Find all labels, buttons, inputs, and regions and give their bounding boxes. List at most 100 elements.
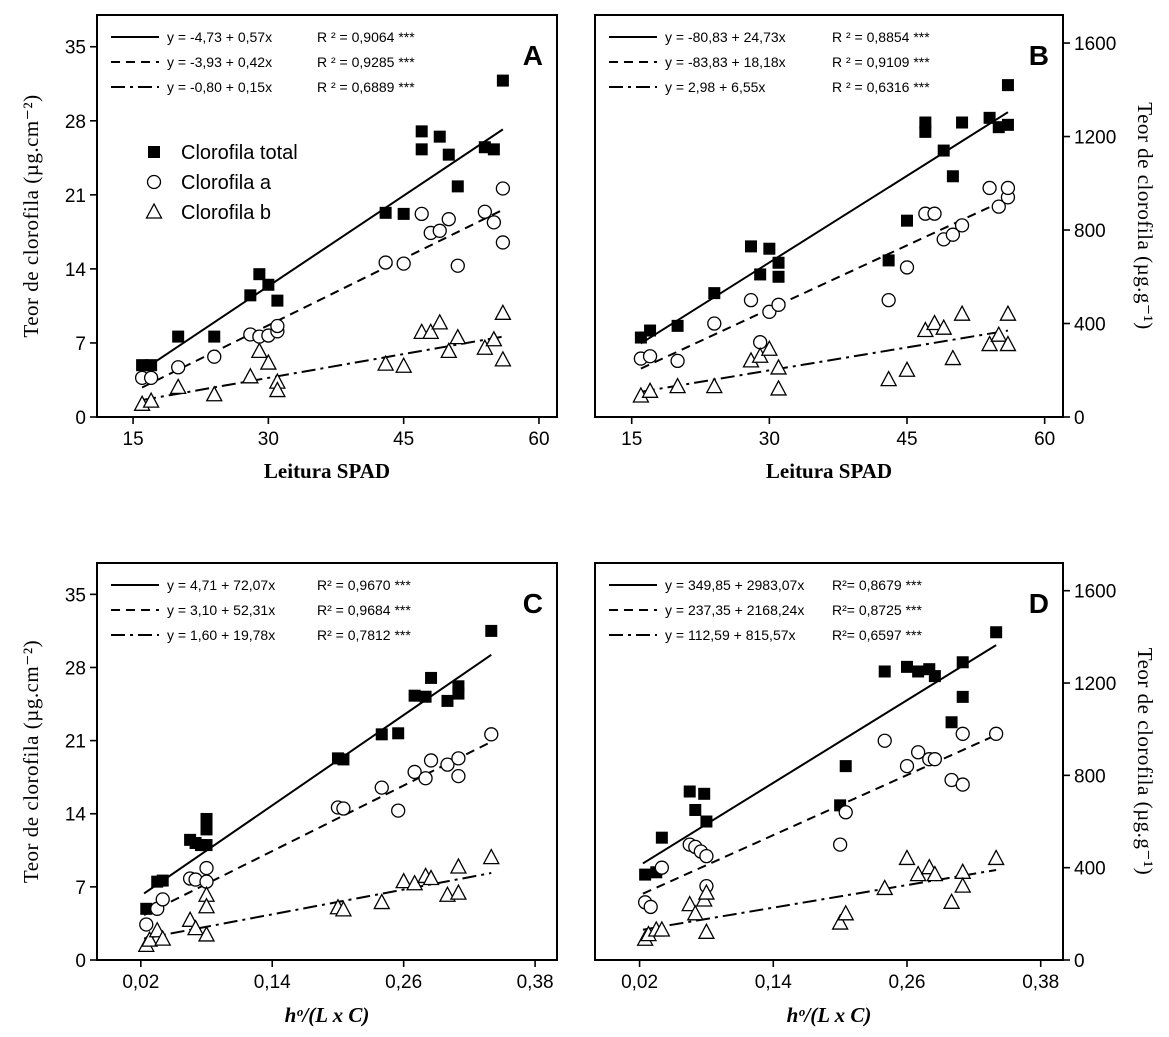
point-total-square — [425, 671, 438, 684]
point-total-square — [478, 141, 491, 154]
point-b-triangle — [250, 342, 268, 359]
regression-equation: y = 2,98 + 6,55x — [665, 79, 765, 95]
point-b-triangle — [769, 358, 788, 375]
regression-equation: y = 1,60 + 19,78x — [167, 627, 275, 643]
point-total-square — [992, 121, 1005, 134]
point-b-triangle — [686, 904, 704, 921]
point-b-triangle — [669, 377, 687, 394]
point-total-square — [200, 839, 213, 852]
regression-equation: y = 3,10 + 52,31x — [167, 602, 275, 618]
y-tick-label: 400 — [1074, 315, 1106, 336]
regression-equation: y = 237,35 + 2168,24x — [665, 602, 804, 618]
point-a-circle — [139, 917, 154, 932]
point-b-triangle — [449, 857, 468, 874]
r-squared-label: R² = 0,9684 *** — [317, 602, 411, 618]
regression-line — [143, 653, 492, 895]
point-b-triangle — [898, 360, 916, 377]
point-total-square — [639, 868, 652, 881]
point-b-triangle — [653, 920, 671, 937]
y-tick-label: 35 — [65, 38, 86, 59]
y-tick-label: 21 — [65, 186, 86, 207]
point-b-triangle — [142, 391, 160, 408]
point-b-triangle — [449, 883, 468, 900]
point-b-triangle — [440, 342, 458, 359]
r-squared-label: R ² = 0,9109 *** — [832, 54, 930, 70]
regression-equation: y = -4,73 + 0,57x — [167, 29, 272, 45]
point-a-circle — [418, 771, 433, 786]
plot-frame — [594, 14, 1064, 418]
point-total-square — [644, 324, 657, 337]
point-b-triangle — [990, 325, 1008, 342]
point-a-circle — [743, 292, 759, 308]
point-b-triangle — [197, 925, 216, 942]
point-a-circle — [441, 212, 456, 227]
y-axis-title: Teor de clorofila (µg.cm⁻²) — [19, 640, 43, 883]
x-tick-label: 45 — [393, 429, 414, 450]
point-total-square — [140, 902, 153, 915]
point-b-triangle — [449, 328, 467, 345]
legend-label: Clorofila total — [181, 142, 298, 164]
regression-line — [642, 869, 997, 931]
point-total-square — [937, 144, 950, 157]
point-b-triangle — [926, 865, 944, 882]
point-b-triangle — [186, 919, 205, 936]
panel-letter: C — [523, 588, 543, 619]
x-tick-label: 15 — [123, 429, 144, 450]
point-b-triangle — [395, 356, 413, 373]
point-b-triangle — [681, 895, 699, 912]
x-tick-label: 45 — [896, 429, 917, 450]
point-b-triangle — [954, 862, 972, 879]
point-a-circle — [414, 206, 429, 222]
point-total-square — [708, 287, 721, 300]
point-a-circle — [495, 181, 511, 196]
point-b-triangle — [485, 330, 503, 347]
point-b-triangle — [422, 322, 440, 340]
point-b-triangle — [169, 378, 187, 395]
point-total-square — [244, 289, 257, 302]
x-tick-label: 0,26 — [385, 972, 422, 993]
point-a-circle — [143, 370, 159, 386]
plot-frame — [594, 562, 1064, 961]
point-b-triangle — [373, 893, 391, 910]
point-total-square — [990, 626, 1003, 639]
y-tick-label: 1600 — [1074, 582, 1116, 603]
point-total-square — [754, 268, 767, 281]
legend-circle-marker — [146, 174, 162, 190]
panel-letter: D — [1029, 588, 1049, 619]
point-total-square — [442, 148, 455, 161]
point-total-square — [172, 330, 185, 343]
point-a-circle — [771, 297, 786, 312]
x-tick-label: 0,14 — [254, 972, 291, 993]
point-total-square — [392, 727, 405, 740]
regression-equation: y = 112,59 + 815,57x — [665, 627, 796, 643]
y-tick-label: 800 — [1074, 221, 1106, 242]
plot-frame — [96, 562, 558, 961]
point-a-circle — [484, 727, 499, 742]
point-b-triangle — [876, 879, 894, 896]
y-axis-title: Teor de clorofila (µg.g⁻¹) — [1133, 648, 1157, 876]
point-a-circle — [753, 335, 768, 350]
point-b-triangle — [697, 922, 716, 939]
point-b-triangle — [482, 848, 500, 865]
point-total-square — [200, 812, 213, 825]
point-a-circle — [155, 892, 170, 907]
y-tick-label: 28 — [65, 112, 86, 133]
x-tick-label: 60 — [528, 429, 549, 450]
point-b-triangle — [760, 339, 778, 356]
r-squared-label: R²= 0,8679 *** — [832, 577, 922, 593]
point-total-square — [1001, 118, 1014, 131]
point-b-triangle — [205, 385, 223, 402]
point-total-square — [956, 116, 969, 129]
point-a-circle — [877, 733, 892, 748]
point-total-square — [772, 270, 785, 283]
x-tick-label: 0,02 — [621, 972, 658, 993]
point-total-square — [745, 240, 757, 253]
panel-letter: A — [523, 40, 543, 71]
y-tick-label: 21 — [65, 732, 86, 753]
point-a-circle — [954, 218, 970, 233]
point-a-circle — [991, 199, 1006, 214]
x-axis-title: Leitura SPAD — [264, 459, 390, 483]
point-total-square — [397, 207, 410, 220]
r-squared-label: R²= 0,6597 *** — [832, 627, 922, 643]
x-axis-title: hᵒ/(L x C) — [787, 1003, 872, 1027]
